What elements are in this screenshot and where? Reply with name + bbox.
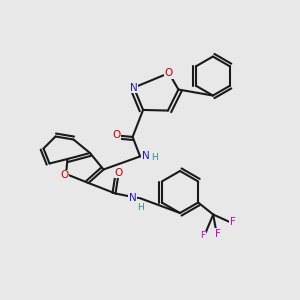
Text: F: F — [200, 231, 205, 240]
Text: N: N — [142, 152, 149, 161]
Text: H: H — [138, 203, 144, 212]
Text: O: O — [112, 130, 120, 140]
Text: N: N — [129, 193, 136, 203]
Text: O: O — [114, 167, 123, 178]
Text: F: F — [215, 229, 220, 239]
Text: N: N — [130, 82, 138, 93]
Text: O: O — [60, 170, 69, 181]
Text: O: O — [165, 68, 173, 78]
Text: H: H — [151, 153, 158, 162]
Text: F: F — [230, 217, 236, 227]
